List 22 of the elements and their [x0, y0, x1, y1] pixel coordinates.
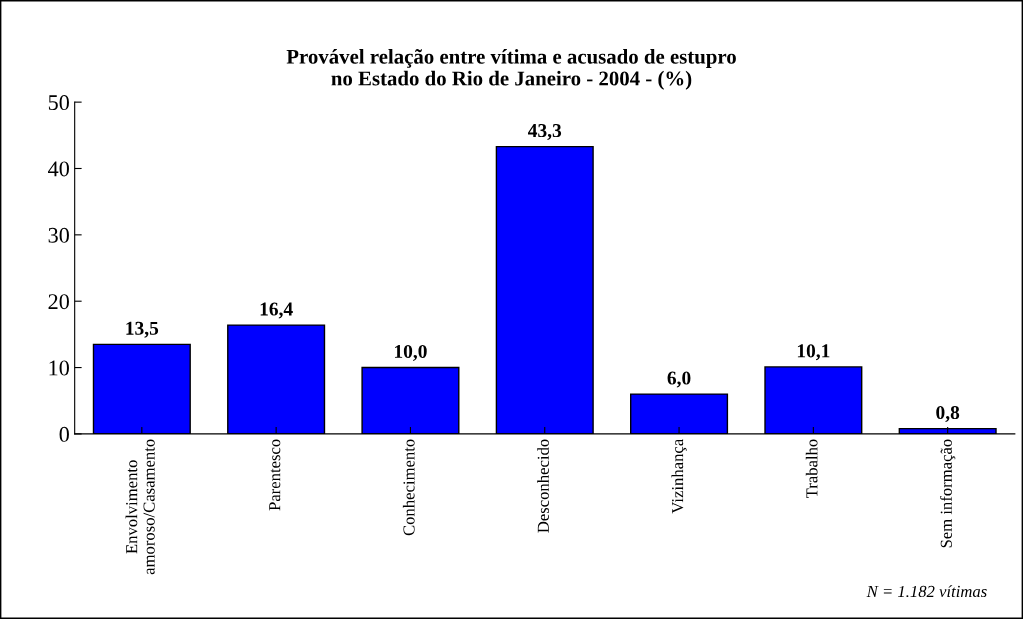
data-label: 10,1: [797, 344, 830, 361]
x-tick-label: Envolvimento amoroso/Casamento: [125, 439, 155, 575]
y-tick-label: 40: [48, 161, 69, 177]
data-label: 16,4: [260, 302, 293, 319]
x-tick-label: Trabalho: [805, 439, 818, 499]
data-label: 13,5: [126, 321, 159, 338]
x-tick-label: Parentesco: [269, 439, 281, 511]
y-tick-label: 30: [48, 227, 69, 243]
x-tick-label: Conhecimento: [402, 439, 415, 536]
x-tick-label: Vizinhança: [671, 439, 687, 514]
y-tick-label: 10: [49, 360, 69, 376]
text: N = 1.182 vítimas: [866, 585, 987, 598]
data-label: 43,3: [528, 124, 562, 140]
data-label: 0,8: [936, 405, 960, 422]
y-tick-label: 50: [48, 95, 69, 111]
chart-title: Provável relação entre vítima e acusado de estupro no Estado do Rio de Janeiro - 2004 - (%): [286, 49, 736, 90]
y-tick-label: 20: [48, 294, 69, 310]
x-tick-label: Desconhecido: [537, 439, 549, 533]
data-label: 10,0: [394, 344, 427, 361]
data-label: 6,0: [667, 371, 691, 388]
x-tick-label: Sem informação: [940, 439, 956, 548]
y-tick-label: 0: [59, 426, 69, 442]
